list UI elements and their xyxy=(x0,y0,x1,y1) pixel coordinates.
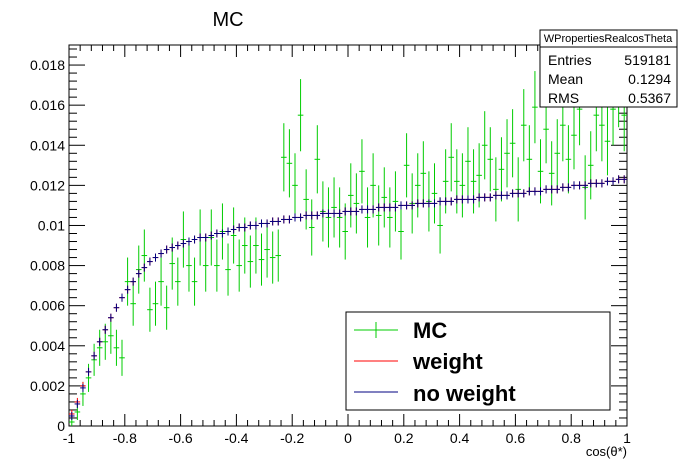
y-tick-label: 0.004 xyxy=(30,338,65,354)
stats-label-entries: Entries xyxy=(548,52,592,68)
x-tick-label: 0.8 xyxy=(561,430,581,446)
legend-label-noweight: no weight xyxy=(413,381,516,406)
x-tick-label: -1 xyxy=(63,430,76,446)
chart-title: MC xyxy=(212,9,243,31)
stats-value-mean: 0.1294 xyxy=(628,71,671,87)
y-tick-label: 0.01 xyxy=(38,217,65,233)
legend-label-weight: weight xyxy=(412,349,483,374)
y-tick-label: 0.018 xyxy=(30,57,65,73)
y-tick-label: 0 xyxy=(57,418,65,434)
x-tick-label: 0.4 xyxy=(450,430,470,446)
stats-value-rms: 0.5367 xyxy=(628,90,671,106)
stats-box-frame xyxy=(539,29,678,108)
series-no-weight xyxy=(69,175,627,420)
y-tick-label: 0.006 xyxy=(30,298,65,314)
x-tick-label: -0.6 xyxy=(169,430,193,446)
y-tick-label: 0.016 xyxy=(30,97,65,113)
stats-value-entries: 519181 xyxy=(624,52,671,68)
x-tick-label: 0 xyxy=(344,430,352,446)
x-tick-label: -0.2 xyxy=(280,430,304,446)
x-axis-label: cos(θ*) xyxy=(586,444,627,459)
legend: MC weight no weight xyxy=(345,311,611,411)
y-tick-label: 0.008 xyxy=(30,258,65,274)
y-tick-label: 0.012 xyxy=(30,177,65,193)
x-tick-label: 0.2 xyxy=(394,430,414,446)
x-tick-label: 0.6 xyxy=(506,430,526,446)
legend-label-mc: MC xyxy=(413,318,447,343)
y-axis-ticks: 0 0.002 0.004 0.006 0.008 0.01 0.012 0.014 0.016… xyxy=(30,48,627,434)
y-tick-label: 0.014 xyxy=(30,137,65,153)
stats-label-mean: Mean xyxy=(548,71,583,87)
stats-box-title: WPropertiesRealcosTheta xyxy=(544,33,673,45)
x-tick-label: 1 xyxy=(623,430,631,446)
stats-label-rms: RMS xyxy=(548,90,579,106)
y-tick-label: 0.002 xyxy=(30,378,65,394)
stats-box: WPropertiesRealcosTheta Entries 519181 M… xyxy=(539,29,678,108)
x-tick-label: -0.8 xyxy=(113,430,137,446)
data-series-layer xyxy=(69,51,627,426)
x-tick-label: -0.4 xyxy=(224,430,248,446)
